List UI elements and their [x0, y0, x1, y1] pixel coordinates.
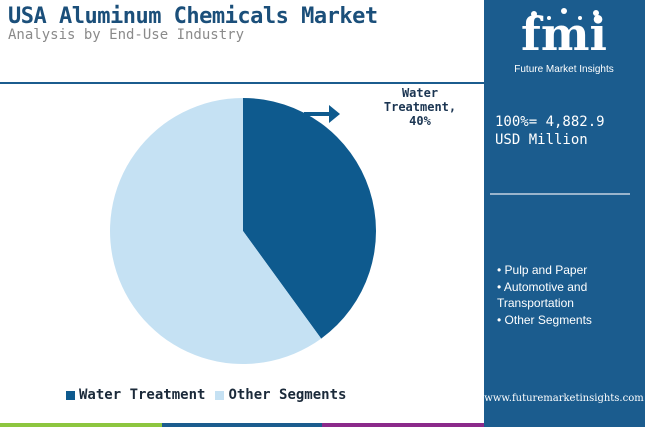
footer-bar-green: [0, 423, 162, 427]
callout-arrow: [304, 105, 340, 123]
legend-item-water-treatment: Water Treatment: [66, 387, 205, 403]
legend-swatch: [215, 390, 225, 400]
other-segments-list: • Pulp and Paper • Automotive and Transp…: [497, 262, 637, 329]
pie-slice-water-treatment: [243, 98, 377, 339]
pie-chart: [110, 98, 377, 364]
slice-callout: Water Treatment, 40%: [372, 86, 468, 128]
segment-item: • Pulp and Paper: [497, 263, 588, 277]
pie-slice-other-segments: [110, 98, 322, 364]
website-link[interactable]: www.futuremarketinsights.com: [484, 393, 644, 404]
segment-item: • Other Segments: [497, 313, 592, 327]
segment-item: • Automotive and Transportation: [497, 280, 588, 310]
sidebar-edge: [645, 0, 650, 427]
logo-subtitle: Future Market Insights: [514, 64, 614, 75]
legend-item-other-segments: Other Segments: [215, 387, 346, 403]
sidebar-panel: fmi Future Market Insights 100%= 4,882.9…: [484, 0, 650, 427]
page-subtitle: Analysis by End-Use Industry: [8, 27, 245, 43]
market-total: 100%= 4,882.9 USD Million: [495, 113, 640, 149]
logo-dots-icon: [531, 8, 599, 20]
total-value: 100%= 4,882.9: [495, 114, 605, 130]
footer-bar-purple: [322, 423, 484, 427]
footer-bar-blue: [162, 423, 322, 427]
title-divider: [0, 82, 484, 84]
total-unit: USD Million: [495, 132, 588, 148]
callout-value: 40%: [409, 114, 431, 128]
page-title: USA Aluminum Chemicals Market: [8, 4, 378, 29]
fmi-logo: fmi: [521, 7, 607, 61]
legend-swatch: [66, 390, 75, 400]
chart-legend: Water Treatment Other Segments: [66, 387, 346, 403]
legend-label: Water Treatment: [79, 387, 206, 403]
sidebar-divider: [490, 193, 630, 195]
legend-label: Other Segments: [228, 387, 347, 403]
callout-label: Water Treatment,: [383, 86, 457, 114]
